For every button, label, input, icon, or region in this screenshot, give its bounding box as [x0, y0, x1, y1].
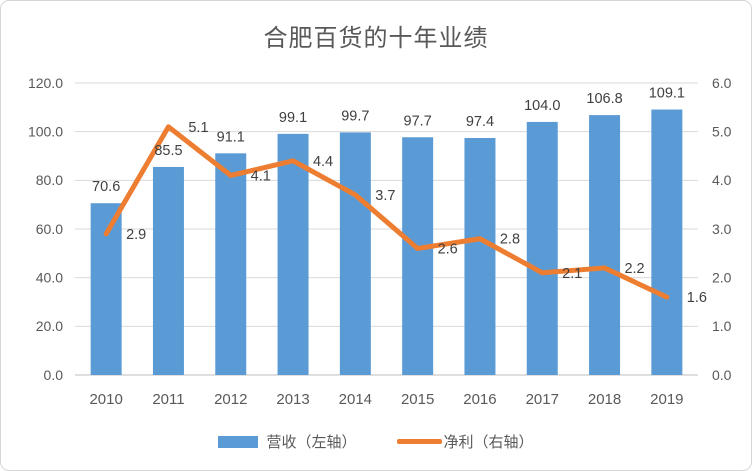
- left-axis-tick-100.0: 100.0: [28, 124, 63, 140]
- bar-label-2017: 104.0: [524, 98, 560, 114]
- bar-label-2011: 85.5: [154, 143, 182, 159]
- bar-label-2013: 99.1: [279, 110, 307, 126]
- bar-label-2015: 97.7: [404, 113, 432, 129]
- legend-label-revenue: 营收（左轴）: [266, 434, 357, 451]
- line-label-2016: 2.8: [500, 232, 520, 248]
- line-label-2011: 5.1: [188, 120, 208, 136]
- bar-2013[interactable]: [277, 133, 309, 375]
- right-axis-tick-0.0: 0.0: [712, 367, 732, 383]
- bar-label-2016: 97.4: [466, 114, 494, 130]
- bar-label-2018: 106.8: [586, 91, 622, 107]
- left-axis-tick-0.0: 0.0: [44, 367, 64, 383]
- right-axis-tick-4.0: 4.0: [712, 172, 732, 188]
- line-label-2019: 1.6: [687, 290, 707, 306]
- bar-2015[interactable]: [402, 137, 434, 375]
- revenue-legend-swatch: [218, 435, 259, 448]
- x-axis-label-2017: 2017: [526, 391, 559, 408]
- right-axis-tick-1.0: 1.0: [712, 318, 732, 334]
- right-axis-tick-5.0: 5.0: [712, 124, 732, 140]
- line-label-2014: 3.7: [375, 188, 395, 204]
- bar-label-2010: 70.6: [92, 179, 120, 195]
- legend-label-profit: 净利（右轴）: [443, 434, 534, 451]
- line-label-2010: 2.9: [126, 227, 146, 243]
- chart-title: 合肥百货的十年业绩: [263, 25, 489, 52]
- x-axis-label-2011: 2011: [152, 391, 184, 408]
- bar-label-2012: 91.1: [217, 129, 245, 145]
- left-axis-tick-120.0: 120.0: [28, 75, 63, 91]
- line-label-2013: 4.4: [313, 154, 333, 170]
- left-axis-tick-60.0: 60.0: [36, 221, 63, 237]
- x-axis-label-2019: 2019: [650, 391, 683, 408]
- bar-2016[interactable]: [464, 137, 496, 375]
- x-axis-label-2014: 2014: [339, 391, 372, 408]
- x-axis-label-2010: 2010: [89, 391, 122, 408]
- left-axis-tick-80.0: 80.0: [36, 172, 63, 188]
- profit-legend-swatch: [396, 439, 442, 444]
- bar-2014[interactable]: [339, 132, 371, 375]
- bar-2019[interactable]: [651, 109, 683, 376]
- legend-item-revenue[interactable]: 营收（左轴）: [218, 431, 357, 452]
- legend: 营收（左轴） 净利（右轴）: [1, 431, 751, 452]
- bar-2011[interactable]: [152, 166, 184, 375]
- line-label-2017: 2.1: [562, 266, 582, 282]
- bar-2012[interactable]: [215, 153, 247, 375]
- legend-item-profit[interactable]: 净利（右轴）: [396, 431, 534, 452]
- left-axis-tick-20.0: 20.0: [36, 318, 63, 334]
- right-axis-tick-2.0: 2.0: [712, 270, 732, 286]
- right-axis-tick-3.0: 3.0: [712, 221, 732, 237]
- line-label-2015: 2.6: [438, 241, 458, 257]
- bar-2018[interactable]: [589, 115, 621, 376]
- net-profit-line[interactable]: [103, 124, 670, 300]
- right-axis-tick-6.0: 6.0: [712, 75, 732, 91]
- x-axis-label-2016: 2016: [463, 391, 496, 408]
- bar-label-2014: 99.7: [341, 108, 369, 124]
- line-label-2018: 2.2: [624, 261, 644, 277]
- x-axis-label-2018: 2018: [588, 391, 621, 408]
- bar-label-2019: 109.1: [649, 86, 685, 102]
- x-axis-label-2015: 2015: [401, 391, 434, 408]
- left-axis-tick-40.0: 40.0: [36, 270, 63, 286]
- x-axis-label-2013: 2013: [276, 391, 309, 408]
- line-label-2012: 4.1: [251, 168, 271, 184]
- x-axis-label-2012: 2012: [214, 391, 247, 408]
- bar-2017[interactable]: [526, 121, 558, 375]
